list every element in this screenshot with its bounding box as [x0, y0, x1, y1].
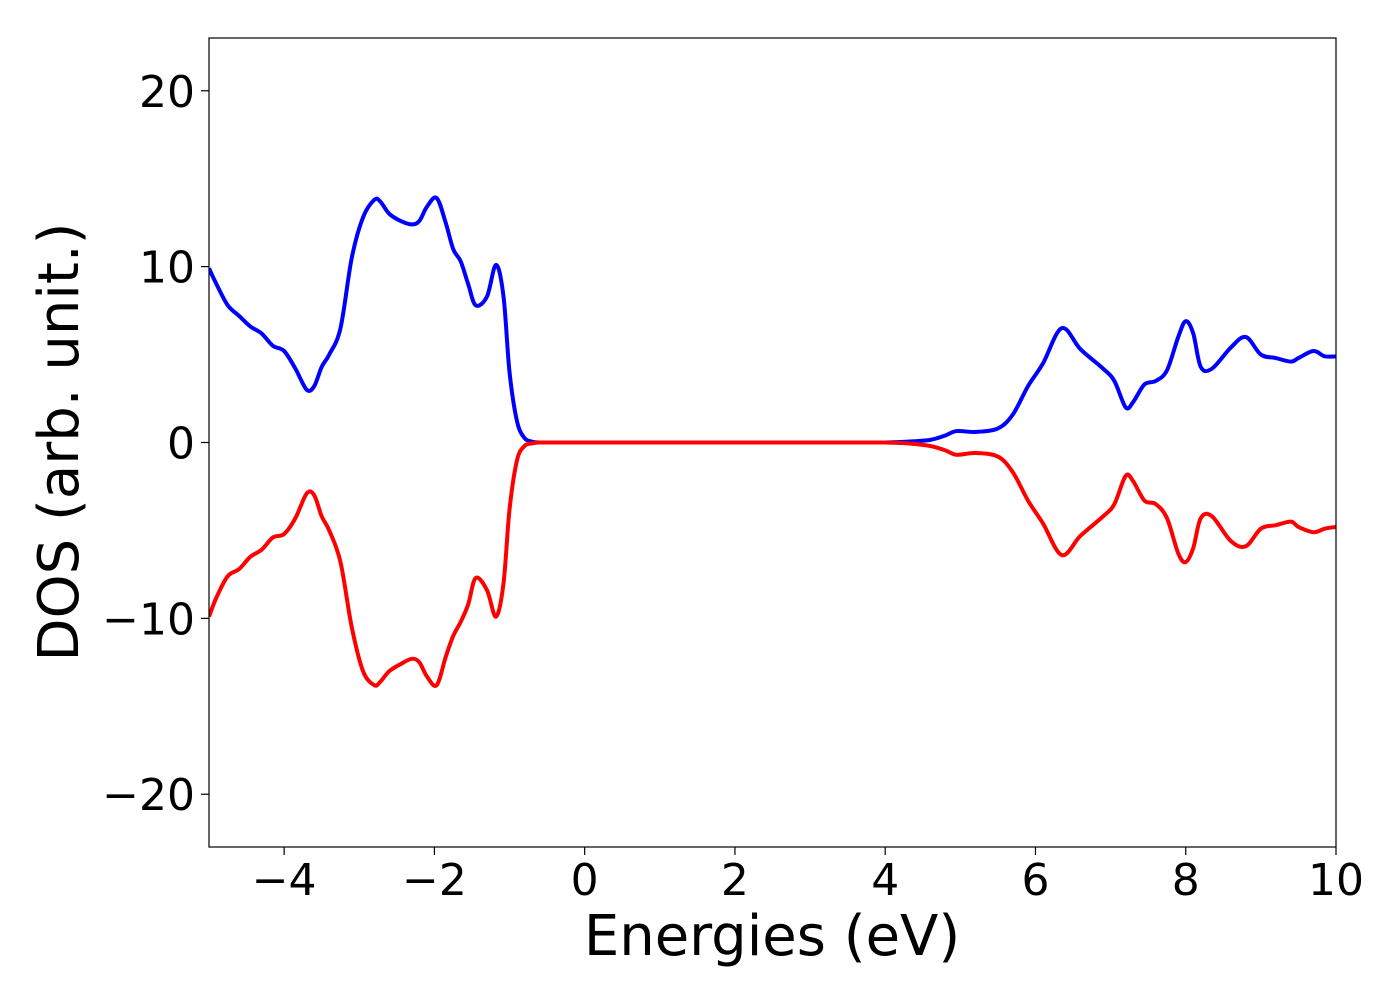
x-tick-label: −2: [402, 855, 467, 906]
x-tick-label: 4: [871, 855, 899, 906]
y-tick-label: −10: [102, 594, 195, 645]
y-tick-label: 20: [139, 67, 195, 118]
series-layer: [209, 195, 1336, 688]
y-tick-label: 10: [139, 243, 195, 294]
x-tick-label: 0: [571, 855, 599, 906]
x-tick-label: −4: [252, 855, 317, 906]
x-tick-label: 10: [1308, 855, 1364, 906]
y-tick-label: −20: [102, 770, 195, 821]
x-tick-label: 6: [1021, 855, 1049, 906]
y-axis-label: DOS (arb. unit.): [27, 222, 92, 661]
x-tick-label: 2: [721, 855, 749, 906]
x-axis-label: Energies (eV): [584, 904, 960, 969]
y-axis-ticks: −20 −10 0 10 20: [102, 67, 209, 821]
x-tick-label: 8: [1172, 855, 1200, 906]
y-tick-label: 0: [167, 419, 195, 470]
x-axis-ticks: −4 −2 0 2 4 6 8 10: [252, 847, 1364, 906]
series-line-2: [209, 440, 1336, 688]
